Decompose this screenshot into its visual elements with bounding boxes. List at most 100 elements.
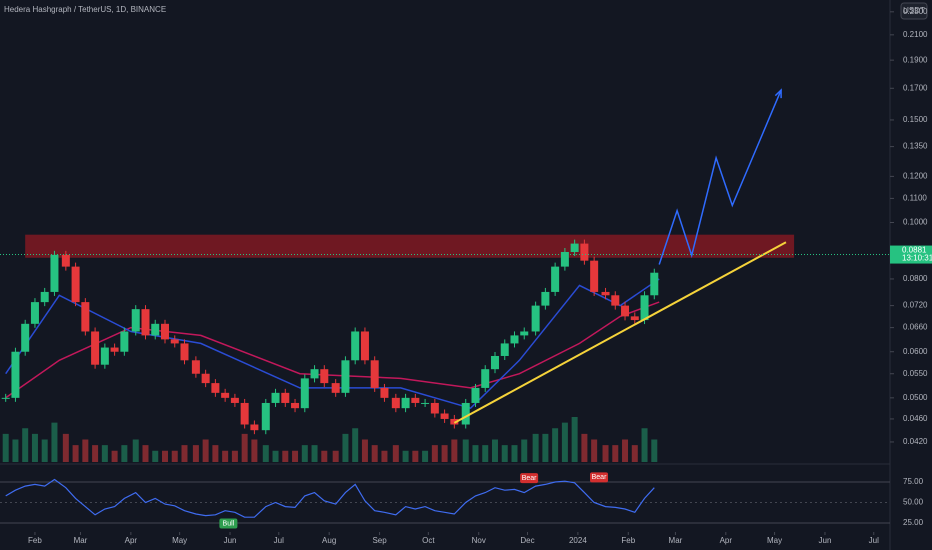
candle-body bbox=[110, 347, 119, 352]
x-tick-label: Sep bbox=[372, 536, 387, 545]
candle-body bbox=[471, 387, 480, 403]
volume-bar bbox=[251, 439, 258, 462]
x-tick-label: Jun bbox=[819, 536, 832, 545]
y-tick-label: 0.0660 bbox=[903, 323, 928, 332]
candle-body bbox=[440, 413, 449, 419]
volume-bar bbox=[501, 445, 508, 462]
x-tick-label: May bbox=[172, 536, 187, 545]
volume-bar bbox=[72, 445, 79, 462]
volume-bar bbox=[292, 450, 299, 462]
volume-bar bbox=[352, 428, 359, 462]
candle-body bbox=[240, 402, 249, 425]
rsi-tick-label: 75.00 bbox=[903, 477, 924, 486]
candle-body bbox=[430, 402, 439, 414]
rsi-signal-label: Bull bbox=[223, 520, 235, 527]
candle-body bbox=[401, 397, 410, 409]
trendline bbox=[453, 241, 787, 424]
candle-body bbox=[180, 343, 189, 361]
volume-bar bbox=[581, 433, 588, 462]
volume-bar bbox=[482, 445, 489, 462]
candle-body bbox=[510, 335, 519, 344]
x-tick-label: Dec bbox=[520, 536, 534, 545]
volume-bar bbox=[402, 450, 409, 462]
y-tick-label: 0.1100 bbox=[903, 194, 927, 203]
candle-body bbox=[551, 266, 560, 292]
currency-button[interactable] bbox=[900, 2, 928, 20]
volume-bar bbox=[591, 439, 598, 462]
volume-bar bbox=[622, 439, 629, 462]
last-price-label: 0.0881 bbox=[902, 246, 927, 255]
volume-bar bbox=[132, 439, 139, 462]
y-tick-label: 0.1350 bbox=[903, 142, 928, 151]
currency-label[interactable]: USDT bbox=[903, 6, 925, 15]
x-tick-label: Jul bbox=[274, 536, 284, 545]
candle-body bbox=[320, 369, 329, 384]
candle-body bbox=[611, 295, 620, 306]
last-price-box bbox=[890, 245, 932, 264]
x-tick-label: Apr bbox=[125, 536, 138, 545]
volume-bar bbox=[171, 450, 178, 462]
volume-bar bbox=[181, 445, 188, 462]
volume-bar bbox=[22, 428, 29, 462]
volume-bar bbox=[371, 445, 378, 462]
candle-body bbox=[170, 339, 179, 344]
candle-body bbox=[191, 360, 200, 374]
rsi-signal-box bbox=[219, 518, 238, 529]
resistance-zone bbox=[25, 234, 795, 258]
volume-bar bbox=[282, 450, 289, 462]
volume-bar bbox=[332, 450, 339, 462]
candle-body bbox=[11, 351, 20, 398]
volume-bar bbox=[571, 417, 578, 462]
x-tick-label: Jun bbox=[224, 536, 237, 545]
candle-body bbox=[261, 402, 270, 431]
rsi-signal-box bbox=[590, 472, 609, 483]
candle-body bbox=[221, 392, 230, 398]
volume-bar bbox=[441, 445, 448, 462]
volume-bar bbox=[511, 445, 518, 462]
rsi-signal-label: Bear bbox=[522, 475, 537, 482]
moving-average bbox=[5, 278, 660, 410]
candle-body bbox=[570, 243, 579, 252]
volume-bar bbox=[262, 445, 269, 462]
volume-bar bbox=[51, 422, 58, 462]
volume-bar bbox=[342, 433, 349, 462]
x-tick-label: 2024 bbox=[569, 536, 587, 545]
volume-bar bbox=[82, 439, 89, 462]
volume-bar bbox=[192, 445, 199, 462]
candle-body bbox=[61, 254, 70, 267]
volume-bar bbox=[542, 433, 549, 462]
y-tick-label: 0.1000 bbox=[903, 218, 928, 227]
volume-bar bbox=[431, 445, 438, 462]
y-tick-label: 0.0460 bbox=[903, 414, 928, 423]
volume-bar bbox=[161, 450, 168, 462]
volume-bar bbox=[121, 445, 128, 462]
candle-body bbox=[490, 355, 499, 370]
y-tick-label: 0.1200 bbox=[903, 171, 928, 180]
candle-body bbox=[531, 305, 540, 332]
candle-body bbox=[100, 347, 109, 365]
volume-bar bbox=[392, 445, 399, 462]
candle-body bbox=[520, 331, 529, 336]
x-tick-label: May bbox=[767, 536, 782, 545]
volume-bar bbox=[62, 433, 69, 462]
y-tick-label: 0.0550 bbox=[903, 369, 928, 378]
volume-bar bbox=[321, 450, 328, 462]
projection-arrowhead bbox=[774, 88, 782, 99]
candle-body bbox=[50, 254, 59, 292]
candle-body bbox=[421, 402, 430, 404]
candle-body bbox=[331, 383, 340, 393]
volume-bar bbox=[641, 428, 648, 462]
volume-bar bbox=[602, 445, 609, 462]
candle-body bbox=[461, 402, 470, 425]
candle-body bbox=[141, 309, 150, 336]
candle-body bbox=[411, 397, 420, 403]
candle-body bbox=[481, 369, 490, 388]
x-tick-label: Jul bbox=[869, 536, 879, 545]
candle-body bbox=[341, 360, 350, 393]
x-tick-label: Feb bbox=[621, 536, 635, 545]
volume-bar bbox=[12, 439, 19, 462]
volume-bar bbox=[311, 445, 318, 462]
candle-body bbox=[151, 323, 160, 336]
